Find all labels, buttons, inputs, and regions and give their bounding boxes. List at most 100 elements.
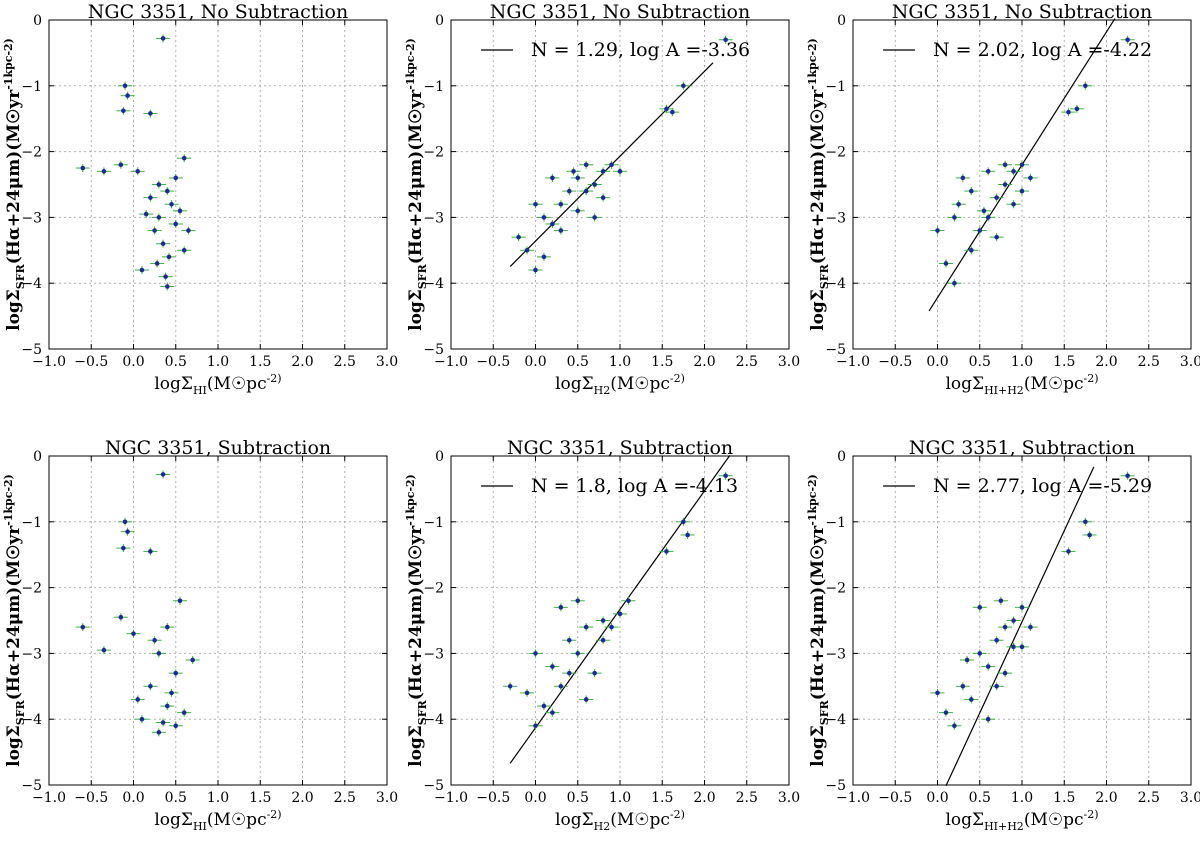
panel-h2-no-subtraction: −1.0 −0.5 0.0 0.5 1.0 1.5 2.0 2.5 3.0 −5 −4 −3 −2 −1 0…: [404, 1, 800, 397]
marker: [507, 684, 513, 689]
x-tick-label: −1.0: [32, 354, 66, 370]
data-point: [993, 596, 1008, 605]
marker: [1019, 605, 1025, 610]
data-point: [587, 213, 602, 222]
data-point: [570, 206, 585, 215]
fit-line: [945, 466, 1095, 787]
y-tick-label: 0: [33, 449, 42, 465]
y-tick-label: −5: [423, 342, 444, 358]
data-point: [113, 160, 128, 169]
y-tick-label: −2: [21, 581, 42, 597]
marker: [1002, 624, 1008, 630]
y-tick-label: −4: [825, 276, 846, 292]
data-point: [1082, 530, 1097, 539]
marker: [118, 162, 124, 168]
data-point: [960, 655, 975, 664]
x-axis-label: logΣHI+H2(M☉pc-2): [945, 808, 1098, 833]
marker: [1028, 624, 1033, 630]
data-point: [998, 180, 1013, 189]
data-point: [1061, 547, 1076, 556]
marker: [524, 248, 530, 253]
data-point: [665, 108, 680, 117]
y-tick-label: −3: [423, 646, 444, 662]
marker: [664, 106, 669, 112]
marker: [152, 228, 157, 233]
marker: [160, 472, 166, 477]
data-point: [972, 603, 987, 612]
x-tick-label: 3.0: [778, 790, 800, 806]
y-tick-label: −3: [21, 210, 42, 226]
data-point: [659, 547, 674, 556]
data-point: [562, 669, 577, 678]
marker: [163, 274, 168, 279]
y-tick-label: −5: [825, 778, 846, 794]
x-tick-label: 2.5: [736, 354, 758, 370]
marker: [969, 248, 974, 253]
x-tick-label: 2.0: [291, 354, 313, 370]
marker: [583, 188, 589, 194]
y-axis-label: logΣSFR(Hα+24μm)(M☉yr-1kpc-2): [404, 474, 429, 767]
data-point: [981, 715, 996, 724]
marker: [600, 195, 606, 200]
marker: [994, 195, 999, 200]
data-point: [718, 35, 733, 44]
marker: [131, 631, 136, 636]
marker: [567, 637, 572, 643]
marker: [998, 598, 1004, 604]
data-point: [1061, 108, 1076, 117]
data-point: [989, 233, 1004, 242]
x-tick-label: −0.5: [74, 790, 108, 806]
marker: [190, 657, 195, 663]
data-point: [964, 246, 979, 255]
x-tick-label: 1.5: [249, 790, 271, 806]
x-tick-label: −0.5: [476, 790, 510, 806]
panel-hi-subtraction: −1.0 −0.5 0.0 0.5 1.0 1.5 2.0 2.5 3.0 −5 −4 −3 −2 −1 0…: [2, 437, 398, 833]
marker: [1002, 162, 1008, 168]
data-point: [596, 167, 611, 176]
marker: [681, 519, 686, 525]
data-point: [172, 206, 187, 215]
marker: [969, 697, 974, 702]
marker: [177, 208, 183, 214]
y-tick-label: 0: [837, 13, 846, 29]
data-point: [118, 517, 133, 526]
data-point: [596, 193, 611, 202]
y-tick-label: −1: [825, 79, 846, 95]
x-tick-label: 2.0: [693, 354, 715, 370]
data-point: [545, 708, 560, 717]
x-tick-label: −0.5: [74, 354, 108, 370]
y-tick-label: −4: [21, 712, 42, 728]
x-axis-label: logΣHI(M☉pc-2): [154, 372, 281, 397]
data-point: [536, 702, 551, 711]
marker: [985, 716, 991, 722]
marker: [977, 605, 983, 610]
marker: [626, 598, 631, 604]
fit-line: [509, 454, 731, 764]
marker: [575, 208, 581, 214]
data-point: [1078, 81, 1093, 90]
data-point: [955, 173, 970, 182]
marker: [181, 248, 187, 253]
x-tick-label: 1.5: [1053, 790, 1075, 806]
y-axis-label: logΣSFR(Hα+24μm)(M☉yr-1kpc-2): [2, 38, 27, 331]
data-point: [596, 636, 611, 645]
y-tick-label: 0: [435, 13, 444, 29]
data-point: [168, 219, 183, 228]
data-point: [998, 669, 1013, 678]
data-point: [613, 167, 627, 176]
marker: [169, 201, 174, 207]
marker: [139, 267, 145, 273]
marker: [952, 723, 957, 729]
marker: [592, 215, 597, 220]
x-tick-label: 1.5: [651, 354, 673, 370]
marker: [173, 221, 179, 227]
y-tick-label: −3: [825, 210, 846, 226]
data-point: [160, 623, 175, 632]
data-point: [147, 226, 162, 235]
marker: [723, 37, 728, 43]
panel-title: NGC 3351, No Subtraction: [892, 1, 1152, 23]
x-tick-label: 0.5: [165, 354, 187, 370]
panel-title: NGC 3351, No Subtraction: [88, 1, 348, 23]
data-point: [964, 187, 979, 196]
marker: [1011, 201, 1016, 207]
